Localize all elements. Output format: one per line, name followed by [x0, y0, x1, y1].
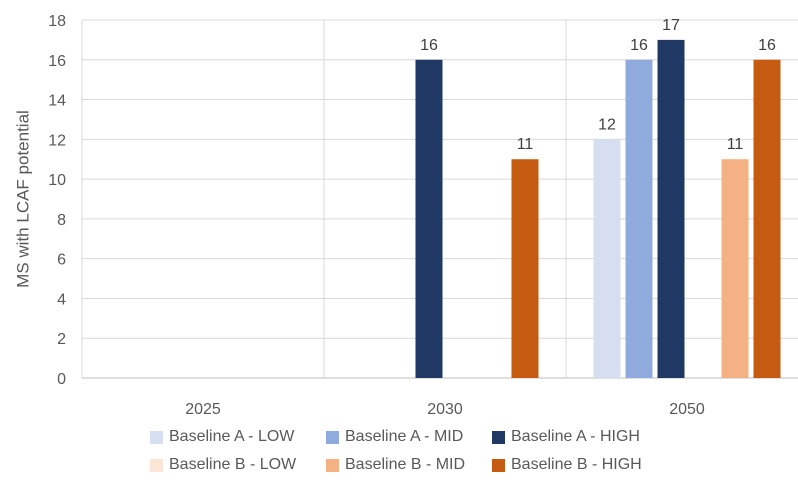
- y-tick-label: 0: [57, 371, 66, 388]
- y-tick-label: 2: [57, 331, 66, 348]
- data-label: 16: [420, 37, 438, 54]
- bar: [625, 59, 653, 379]
- y-tick-label: 6: [57, 252, 66, 269]
- x-tick-label: 2050: [669, 401, 705, 418]
- y-tick-label: 8: [57, 212, 66, 229]
- legend-label: Baseline A - HIGH: [511, 428, 640, 445]
- legend-swatch: [150, 458, 163, 472]
- legend-label: Baseline A - LOW: [169, 428, 295, 445]
- bar: [511, 159, 539, 378]
- legend-item: Baseline A - MID: [326, 428, 492, 446]
- legend-label: Baseline B - MID: [345, 456, 466, 473]
- y-tick-label: 18: [48, 13, 66, 30]
- bar: [593, 139, 621, 378]
- y-axis-ticks: 0 2 4 6 8 10 12 14 16 18: [48, 13, 66, 388]
- y-tick-label: 4: [57, 291, 66, 308]
- bar: [657, 39, 685, 379]
- bars: [415, 39, 781, 379]
- legend: Baseline A - LOW Baseline A - MID Baseline…: [150, 428, 670, 474]
- y-tick-label: 10: [48, 172, 66, 189]
- data-labels: 12 16 16 17 11 11 16: [420, 17, 776, 153]
- data-label: 17: [662, 17, 680, 34]
- legend-label: Baseline B - HIGH: [511, 456, 642, 473]
- legend-swatch: [492, 458, 505, 472]
- legend-swatch: [326, 430, 339, 444]
- data-label: 11: [517, 136, 534, 153]
- data-label: 12: [598, 116, 616, 133]
- legend-swatch: [150, 430, 163, 444]
- x-tick-label: 2025: [185, 401, 221, 418]
- legend-swatch: [326, 458, 339, 472]
- legend-label: Baseline B - LOW: [169, 456, 297, 473]
- y-axis-title: MS with LCAF potential: [13, 110, 32, 288]
- y-tick-label: 16: [48, 53, 66, 70]
- legend-swatch: [492, 430, 505, 444]
- x-tick-label: 2030: [427, 401, 463, 418]
- data-label: 16: [758, 37, 776, 54]
- legend-item: Baseline A - HIGH: [492, 428, 668, 446]
- data-label: 16: [630, 37, 648, 54]
- y-tick-label: 14: [48, 93, 66, 110]
- bar: [721, 159, 749, 378]
- bar: [753, 59, 781, 379]
- x-axis-ticks: 2025 2030 2050: [185, 401, 705, 418]
- bar: [415, 59, 443, 379]
- legend-label: Baseline A - MID: [345, 428, 464, 445]
- legend-item: Baseline B - LOW: [150, 456, 326, 474]
- legend-item: Baseline B - HIGH: [492, 456, 668, 474]
- data-label: 11: [727, 136, 744, 153]
- legend-item: Baseline A - LOW: [150, 428, 326, 446]
- gridlines: [81, 19, 798, 379]
- legend-item: Baseline B - MID: [326, 456, 492, 474]
- y-tick-label: 12: [48, 132, 66, 149]
